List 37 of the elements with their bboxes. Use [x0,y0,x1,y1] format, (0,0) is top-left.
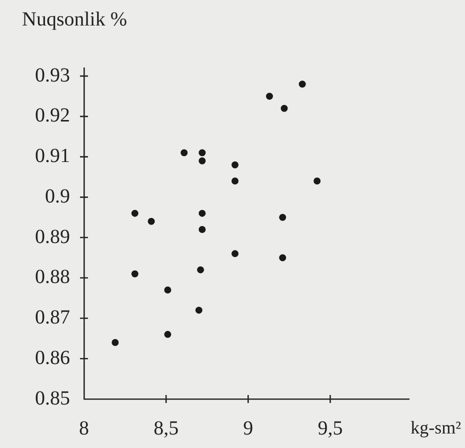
x-tick-label: 8 [79,417,89,440]
x-tick-label: 8,5 [154,417,179,440]
point [131,270,138,278]
y-tick-label: 0.89 [35,226,70,248]
y-axis-title: Nuqsonlik % [22,8,127,30]
point [131,210,138,217]
point [314,178,321,185]
point [197,266,204,274]
point [112,338,119,346]
x-tick-label: 9 [243,417,254,440]
y-tick-label: 0.93 [35,64,70,86]
point [195,306,202,314]
point [148,218,155,225]
y-tick-label: 0.86 [35,346,70,369]
x-tick-label: 9,5 [318,417,343,440]
point [180,149,188,156]
point [280,104,288,112]
point [198,226,206,233]
y-tick-label: 0.9 [45,185,70,208]
point [232,178,239,185]
y-tick-label: 0.91 [35,145,70,168]
point [232,161,239,168]
point [198,210,206,217]
point [279,254,286,262]
point [164,330,172,338]
point [298,80,306,88]
point [232,250,239,258]
point [266,92,273,100]
y-tick-label: 0.88 [35,266,70,288]
x-axis-title: kg-sm² [410,418,461,438]
point [164,286,172,294]
y-tick-label: 0.87 [35,306,70,329]
y-tick-label: 0.85 [35,387,70,410]
point [279,214,286,221]
y-tick-label: 0.92 [35,104,70,127]
point [198,157,206,164]
point [198,149,206,156]
